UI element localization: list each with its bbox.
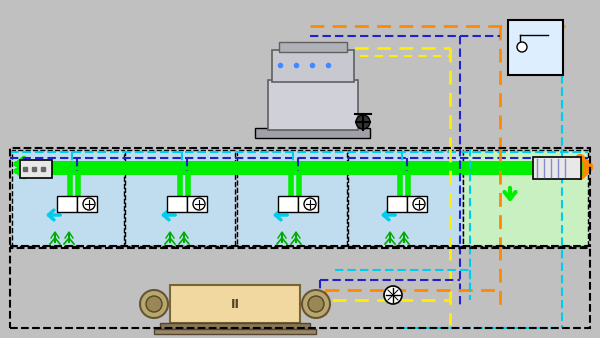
Bar [298,196,318,212]
Bar [10,248,590,328]
Bar [387,196,407,212]
Circle shape [517,42,527,52]
Circle shape [146,296,162,312]
Bar [508,20,563,75]
Bar [77,196,97,212]
Circle shape [413,198,425,210]
Bar [167,196,187,212]
Bar [170,285,300,323]
Bar [533,157,581,179]
Bar [154,329,316,334]
Bar [125,150,235,246]
Bar [348,150,463,246]
Bar [278,196,298,212]
Bar [279,42,347,52]
Circle shape [140,290,168,318]
Bar [407,196,427,212]
Circle shape [308,296,324,312]
Circle shape [83,198,95,210]
Bar [20,160,52,178]
Circle shape [193,198,205,210]
Bar [10,148,590,246]
Bar [255,128,370,138]
Circle shape [304,198,316,210]
Bar [12,150,124,246]
Bar [237,150,347,246]
Circle shape [356,115,370,129]
Circle shape [302,290,330,318]
Bar [268,80,358,130]
Bar [187,196,207,212]
Bar [160,323,310,329]
Text: II: II [230,297,239,311]
Bar [57,196,77,212]
Bar [463,150,588,246]
Circle shape [384,286,402,304]
Bar [272,50,354,82]
